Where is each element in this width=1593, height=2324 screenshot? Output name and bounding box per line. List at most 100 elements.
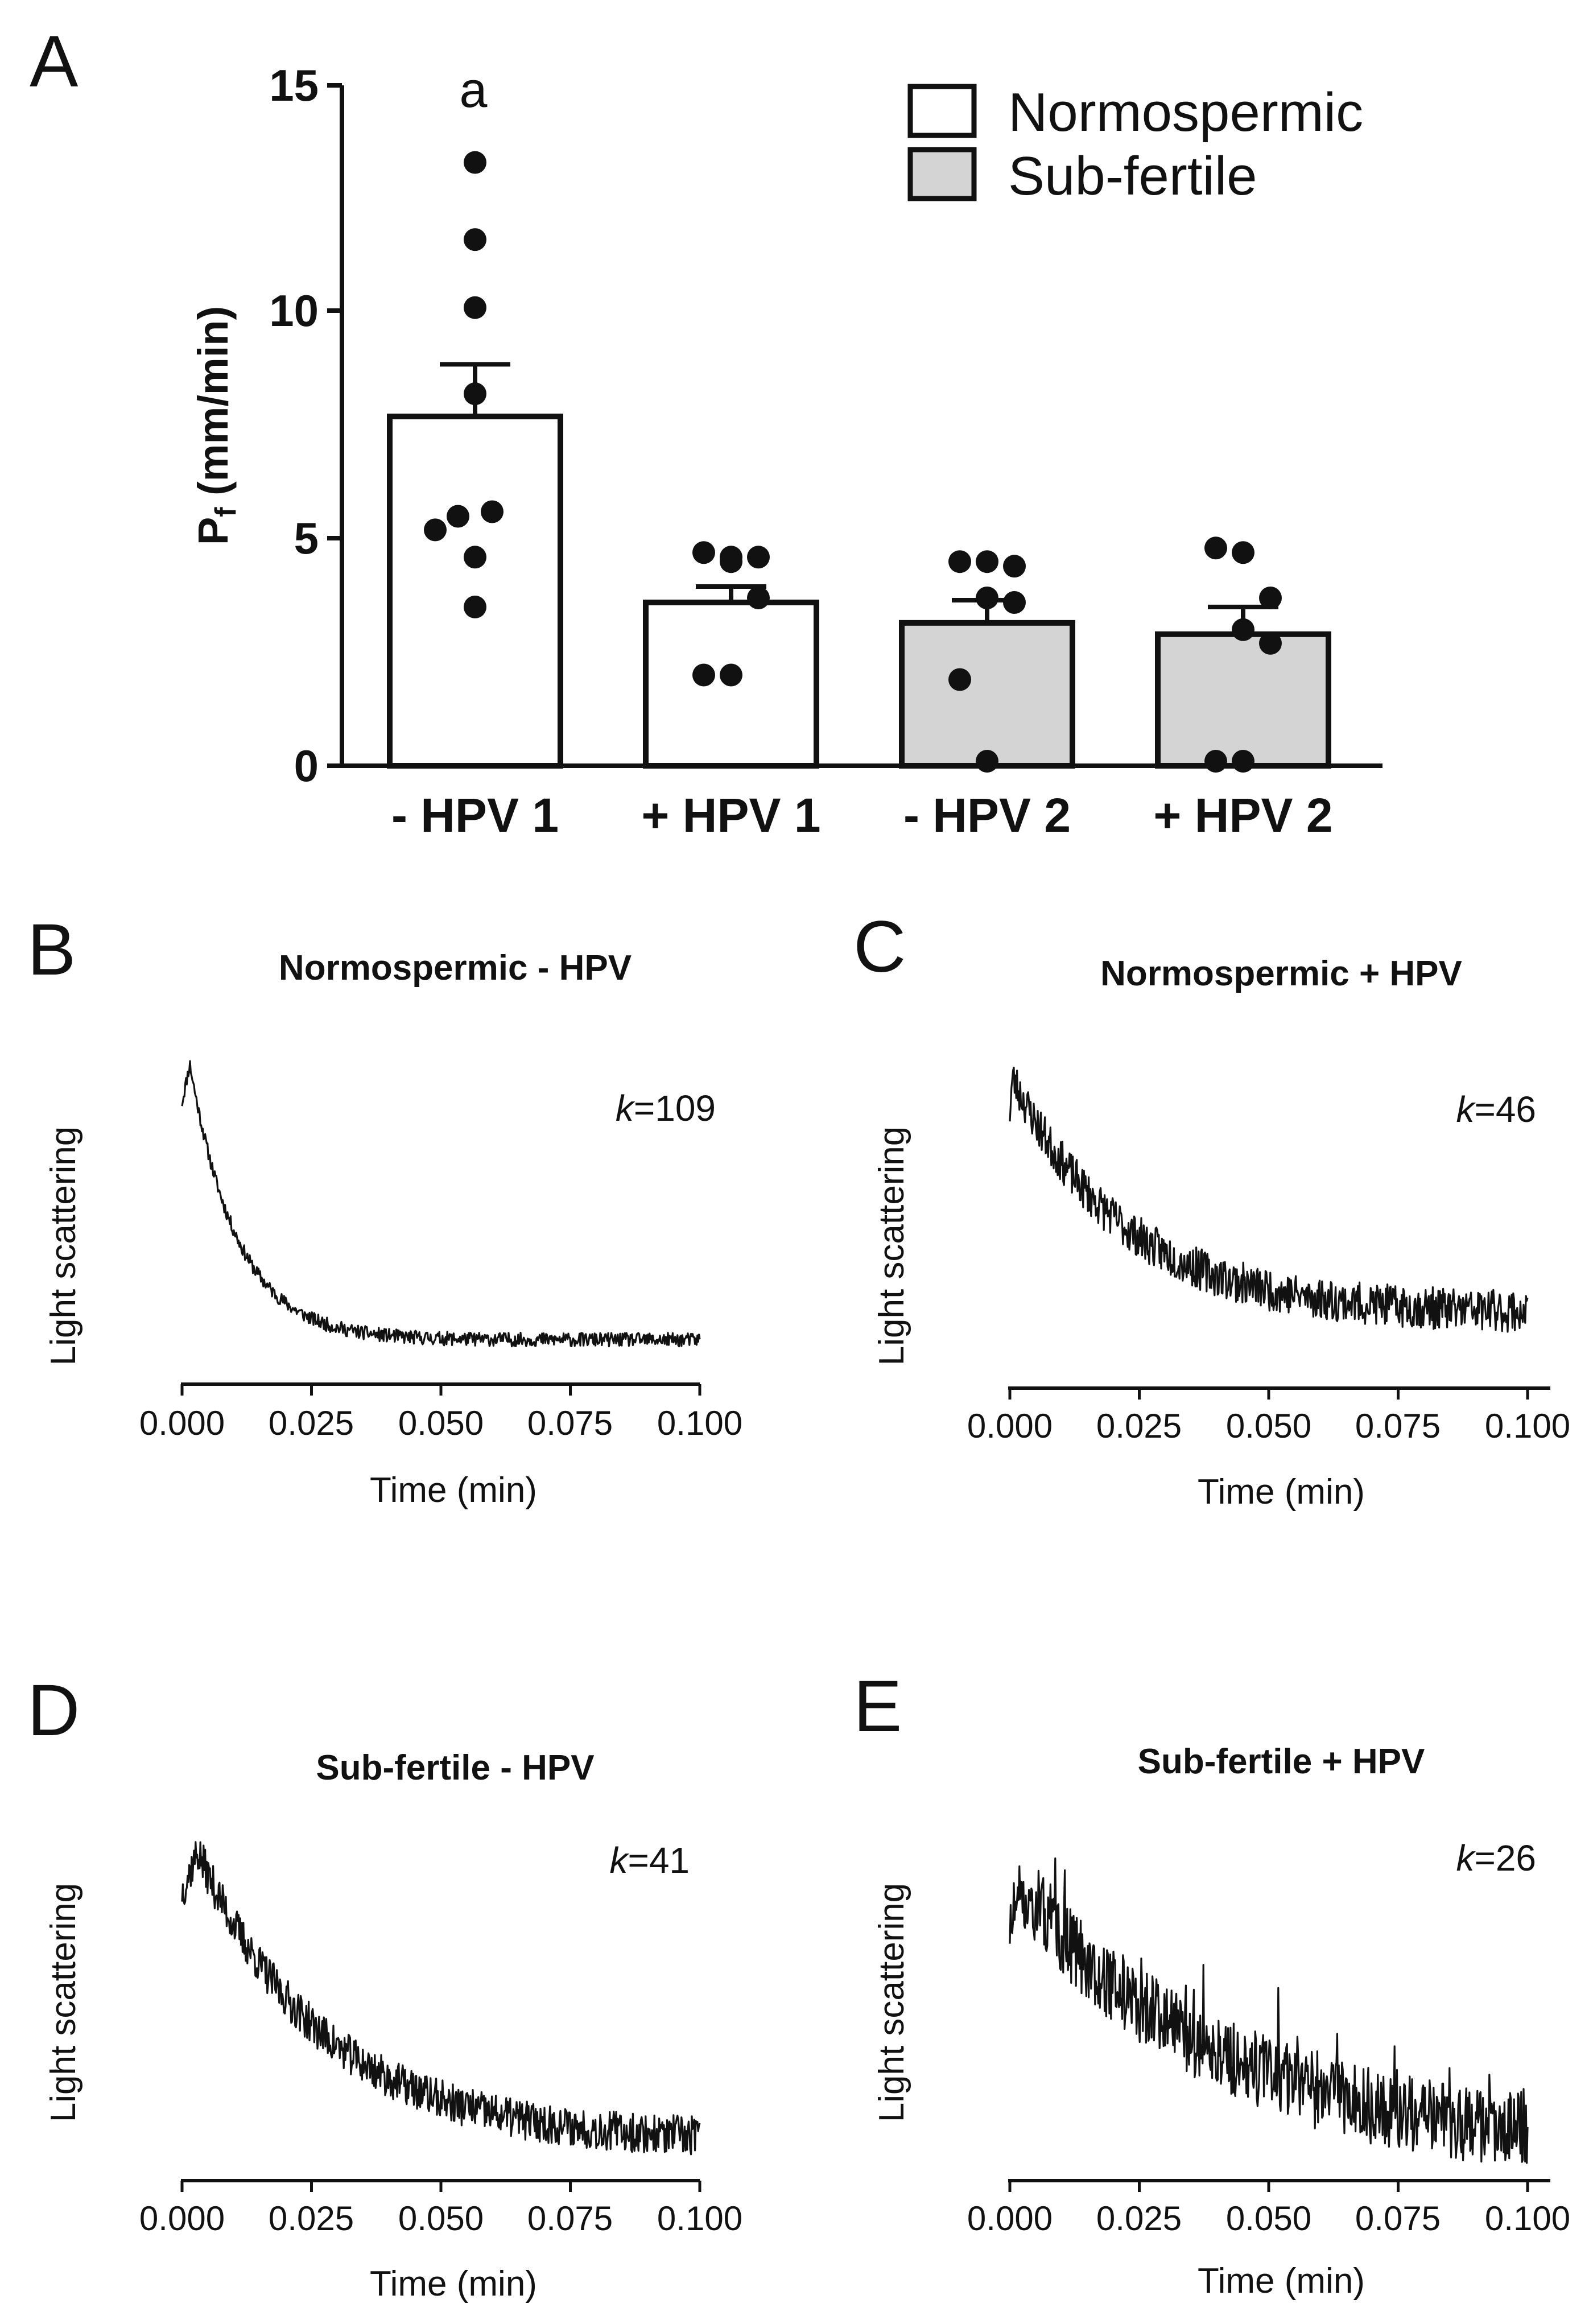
bar-4 (1155, 631, 1331, 769)
data-point-3-5 (1003, 591, 1026, 614)
panel-e-trace-layer (1009, 1857, 1529, 2164)
panel-c-k-value: =46 (1474, 1089, 1536, 1130)
data-point-3-4 (976, 586, 998, 609)
data-point-1-8 (464, 546, 486, 569)
y-tick-label-5: 5 (294, 513, 319, 563)
data-point-1-4 (464, 382, 486, 406)
data-point-3-2 (976, 550, 998, 573)
panel-a-bar-chart: A 0 5 10 15 Pf (mm/min) - HPV 1 + HPV 1 … (30, 21, 1382, 842)
panel-d-x-tick-label-5: 0.100 (657, 2199, 742, 2238)
panel-b-title: Normospermic - HPV (279, 948, 632, 988)
panel-b-light-scattering-trace (181, 1060, 701, 1348)
legend-label-normospermic: Normospermic (1008, 82, 1363, 143)
x-category-label-1: - HPV 1 (391, 789, 559, 842)
panel-d-title: Sub-fertile - HPV (316, 1748, 594, 1788)
panel-letter-e: E (853, 1666, 902, 1747)
panel-d-x-tick-label-3: 0.050 (398, 2199, 484, 2238)
panel-e-k-label: k=26 (1456, 1838, 1536, 1879)
panel-d-x-tick-label-4: 0.075 (527, 2199, 613, 2238)
panel-d-x-axis-label: Time (min) (370, 2264, 537, 2304)
data-point-4-3 (1259, 586, 1282, 609)
data-point-4-7 (1232, 750, 1254, 773)
panel-c-trace-layer (1009, 1066, 1529, 1333)
panel-b-k-symbol: k (616, 1088, 635, 1129)
y-axis-label-subscript: f (209, 507, 242, 517)
panel-d-y-axis-label: Light scattering (44, 1883, 83, 2122)
panel-c-x-tick-label-5: 0.100 (1485, 1407, 1570, 1445)
panel-b-x-tick-label-4: 0.075 (527, 1404, 613, 1442)
points-layer (424, 151, 1282, 773)
data-point-1-1 (464, 151, 486, 174)
panel-b-x-tick-label-5: 0.100 (657, 1404, 742, 1442)
legend: Normospermic Sub-fertile (907, 82, 1363, 207)
panel-e-x-tick-label-1: 0.000 (967, 2199, 1053, 2238)
panel-e-title: Sub-fertile + HPV (1138, 1742, 1425, 1781)
panel-d-trace-layer (181, 1841, 701, 2156)
panel-e-x-ticks (1008, 2181, 1529, 2192)
data-point-3-6 (948, 668, 971, 691)
panel-d-x-tick-label-2: 0.025 (269, 2199, 354, 2238)
panel-e-line-chart: E Sub-fertile + HPV k=26 Light scatterin… (853, 1666, 1570, 2301)
legend-swatch-sub-fertile (907, 147, 977, 201)
panel-d-line-chart: D Sub-fertile - HPV k=41 Light scatterin… (27, 1670, 742, 2304)
panel-b-x-tick-label-3: 0.050 (398, 1404, 484, 1442)
panel-c-x-tick-label-4: 0.075 (1355, 1407, 1441, 1445)
y-ticks: 0 5 10 15 (269, 60, 342, 791)
data-point-3-7 (976, 750, 998, 773)
bar-3 (899, 620, 1075, 769)
panel-e-y-axis-label: Light scattering (872, 1883, 911, 2122)
x-category-label-4: + HPV 2 (1153, 789, 1332, 842)
panel-b-x-tick-label-2: 0.025 (269, 1404, 354, 1442)
y-tick-label-15: 15 (269, 60, 319, 110)
bars-layer (387, 414, 1331, 769)
data-point-1-3 (464, 296, 486, 319)
panel-e-x-tick-label-4: 0.075 (1355, 2199, 1441, 2238)
data-point-4-5 (1259, 631, 1282, 655)
y-axis-label: Pf (mm/min) (189, 306, 242, 545)
panel-b-line-chart: B Normospermic - HPV k=109 Light scatter… (27, 909, 742, 1510)
panel-e-k-value: =26 (1474, 1838, 1536, 1879)
panel-b-trace-layer (181, 1060, 701, 1348)
error-bars-layer (440, 362, 1278, 634)
panel-d-k-value: =41 (628, 1840, 690, 1881)
panel-c-x-ticks (1008, 1388, 1529, 1400)
y-axis-label-unit: (mm/min) (189, 306, 237, 507)
panel-c-x-tick-label-2: 0.025 (1096, 1407, 1182, 1445)
data-point-3-1 (948, 550, 971, 573)
panel-e-x-tick-label-5: 0.100 (1485, 2199, 1570, 2238)
data-point-1-7 (424, 518, 447, 542)
panel-d-k-label: k=41 (609, 1840, 690, 1881)
y-tick-label-10: 10 (269, 286, 319, 336)
panel-c-x-tick-label-1: 0.000 (967, 1407, 1053, 1445)
legend-label-sub-fertile: Sub-fertile (1008, 146, 1257, 207)
data-point-2-3 (747, 546, 770, 569)
data-point-3-3 (1003, 555, 1026, 578)
panel-b-x-ticks (180, 1384, 701, 1396)
panel-e-k-symbol: k (1456, 1838, 1476, 1879)
panel-c-y-axis-label: Light scattering (872, 1126, 911, 1365)
panel-b-k-label: k=109 (616, 1088, 716, 1129)
panel-c-k-label: k=46 (1456, 1089, 1536, 1130)
panel-c-x-axis-label: Time (min) (1198, 1472, 1365, 1512)
y-axis-label-main: P (189, 517, 237, 545)
panel-c-line-chart: C Normospermic + HPV k=46 Light scatteri… (853, 906, 1570, 1512)
panel-letter-b: B (27, 909, 76, 990)
significance-annotation: a (460, 61, 488, 118)
panel-e-x-axis-label: Time (min) (1198, 2261, 1365, 2301)
panel-letter-c: C (853, 906, 906, 988)
data-point-1-6 (447, 505, 469, 528)
panel-c-k-symbol: k (1456, 1089, 1476, 1130)
panel-e-x-tick-label-2: 0.025 (1096, 2199, 1182, 2238)
panel-d-k-symbol: k (609, 1840, 629, 1881)
data-point-1-5 (481, 500, 504, 523)
data-point-2-1 (692, 541, 715, 564)
panel-b-x-axis-label: Time (min) (370, 1471, 537, 1510)
panel-b-x-tick-label-1: 0.000 (139, 1404, 225, 1442)
data-point-4-1 (1204, 536, 1227, 560)
panel-letter-d: D (27, 1670, 80, 1751)
bar-1 (387, 414, 563, 769)
panel-c-x-tick-label-3: 0.050 (1226, 1407, 1311, 1445)
panel-d-light-scattering-trace (181, 1841, 701, 2156)
data-point-1-2 (464, 228, 486, 251)
